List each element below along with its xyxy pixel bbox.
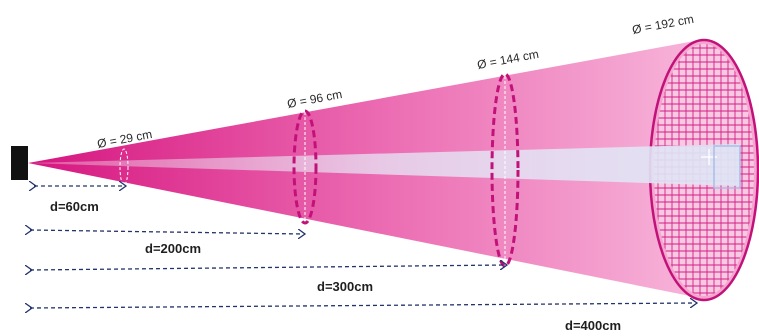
distance-label-400cm: d=400cm [565,318,621,333]
ellipse-200cm [292,109,318,225]
distance-arrow-400cm [30,303,695,308]
distance-arrow-200cm [30,230,303,234]
target-box [713,145,741,189]
ellipse-300cm [490,72,520,268]
ellipse-60cm [119,148,129,186]
diameter-label-144cm: Ø = 144 cm [476,47,540,72]
distance-arrow-300cm [30,265,505,270]
distance-label-300cm: d=300cm [317,279,373,294]
distance-label-60cm: d=60cm [50,199,99,214]
distance-label-200cm: d=200cm [145,241,201,256]
diameter-label-192cm: Ø = 192 cm [631,12,695,37]
central-beam [28,144,740,186]
sensor-device [11,146,28,180]
